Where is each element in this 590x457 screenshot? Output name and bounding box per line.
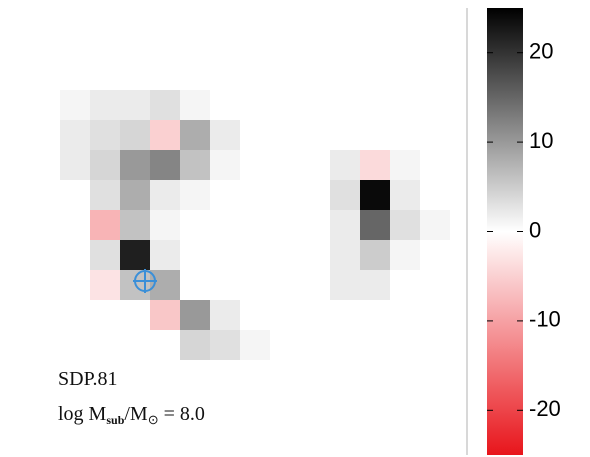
cell (210, 330, 240, 360)
cell (210, 300, 240, 330)
cell (150, 120, 180, 150)
cell (390, 180, 420, 210)
label-part: log M (58, 403, 107, 425)
tick-label: 0 (529, 217, 541, 242)
cell (330, 240, 360, 270)
tick-label: 10 (529, 128, 553, 153)
cell (90, 120, 120, 150)
cell (120, 180, 150, 210)
cell (210, 150, 240, 180)
cell (240, 330, 270, 360)
cell (90, 90, 120, 120)
map (60, 90, 450, 360)
cell (360, 150, 390, 180)
cell (360, 210, 390, 240)
annotation: SDP.81 (58, 368, 117, 390)
cell (120, 210, 150, 240)
cell (390, 150, 420, 180)
cell (360, 240, 390, 270)
tick-label: 20 (529, 39, 553, 64)
cell (120, 150, 150, 180)
cell (150, 150, 180, 180)
cell (90, 210, 120, 240)
cell (120, 120, 150, 150)
label-sub: sub (106, 413, 124, 427)
cell (150, 180, 180, 210)
cell (150, 90, 180, 120)
cell (90, 270, 120, 300)
label-part: /M (124, 403, 148, 425)
cell (60, 120, 90, 150)
cell (330, 210, 360, 240)
label-sub: ⊙ (148, 412, 159, 427)
cell (420, 210, 450, 240)
cell (210, 120, 240, 150)
cell (60, 90, 90, 120)
cell (360, 180, 390, 210)
cell (90, 240, 120, 270)
cell (180, 90, 210, 120)
cell (330, 150, 360, 180)
cell (90, 150, 120, 180)
cell (180, 330, 210, 360)
cell (180, 150, 210, 180)
cell (180, 180, 210, 210)
cell (90, 180, 120, 210)
mass-label: log Msub/M⊙ = 8.0 (58, 403, 205, 427)
cell (330, 180, 360, 210)
cell (150, 240, 180, 270)
cell (360, 270, 390, 300)
label-part: = 8.0 (159, 403, 205, 425)
cell (330, 270, 360, 300)
cell (120, 90, 150, 120)
cell (60, 150, 90, 180)
cell (180, 120, 210, 150)
cell (150, 300, 180, 330)
cell (390, 240, 420, 270)
cell (150, 210, 180, 240)
cell (180, 300, 210, 330)
cell (390, 210, 420, 240)
tick-label: -20 (529, 396, 561, 421)
cell (120, 240, 150, 270)
tick-label: -10 (529, 307, 561, 332)
